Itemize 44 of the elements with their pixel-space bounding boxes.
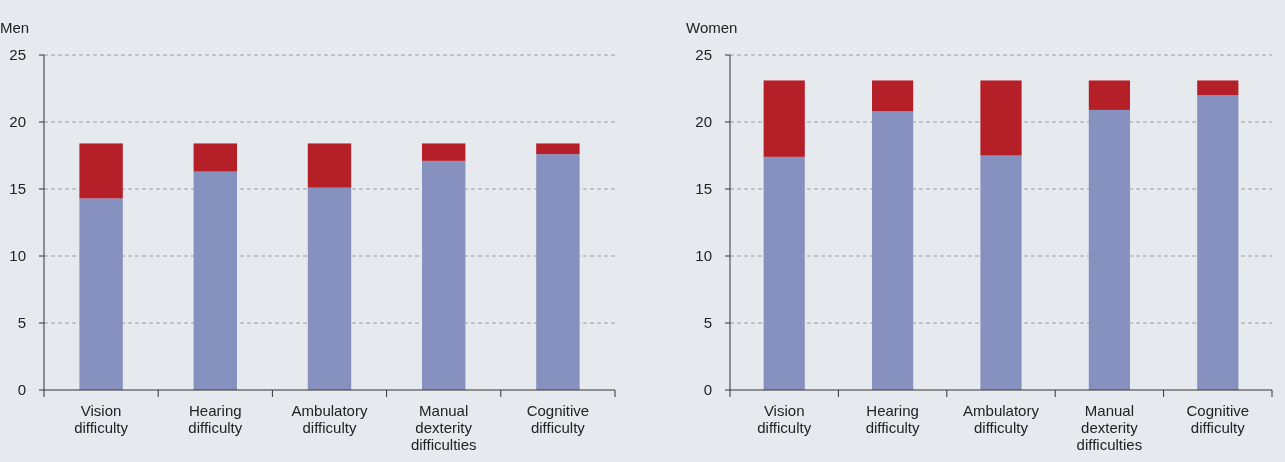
x-tick-label: Manual dexterity difficulties bbox=[1076, 402, 1143, 453]
bar bbox=[536, 154, 580, 390]
y-tick-label: 0 bbox=[17, 381, 26, 399]
bar bbox=[763, 156, 805, 390]
bar bbox=[872, 111, 914, 390]
y-tick-label: 15 bbox=[9, 180, 26, 198]
x-tick-label: Vision difficulty bbox=[74, 402, 129, 436]
chart-title: Women bbox=[686, 19, 738, 36]
y-tick-label: 15 bbox=[695, 180, 712, 198]
y-tick-label: 25 bbox=[695, 46, 712, 64]
y-tick-label: 20 bbox=[9, 113, 26, 131]
y-tick-label: 10 bbox=[695, 247, 712, 265]
y-tick-label: 25 bbox=[9, 46, 26, 64]
bar bbox=[1197, 95, 1239, 390]
chart-title: Men bbox=[0, 19, 30, 36]
y-tick-label: 20 bbox=[695, 113, 712, 131]
x-tick-label: Vision difficulty bbox=[757, 402, 812, 436]
bar bbox=[79, 198, 123, 390]
bar bbox=[872, 80, 914, 112]
bar bbox=[193, 143, 237, 172]
bar bbox=[1088, 109, 1130, 390]
bar bbox=[307, 187, 352, 390]
bar bbox=[422, 160, 466, 390]
bar bbox=[1197, 80, 1239, 96]
x-tick-label: Ambulatory difficulty bbox=[291, 402, 368, 436]
bar bbox=[1088, 80, 1130, 110]
y-tick-label: 5 bbox=[703, 314, 712, 332]
x-tick-label: Hearing difficulty bbox=[865, 402, 921, 436]
bar bbox=[763, 80, 805, 157]
x-tick-label: Hearing difficulty bbox=[188, 402, 243, 436]
bar bbox=[536, 143, 580, 155]
bar bbox=[307, 143, 352, 188]
x-tick-label: Cognitive difficulty bbox=[526, 402, 590, 436]
y-tick-label: 10 bbox=[9, 247, 26, 265]
x-tick-label: Manual dexterity difficulties bbox=[410, 402, 477, 453]
bar bbox=[980, 80, 1022, 156]
y-tick-label: 0 bbox=[703, 381, 712, 399]
bar bbox=[422, 143, 466, 161]
bar bbox=[79, 143, 123, 199]
x-tick-label: Cognitive difficulty bbox=[1186, 402, 1250, 436]
bar bbox=[193, 171, 237, 390]
bar bbox=[980, 155, 1022, 390]
y-tick-label: 5 bbox=[17, 314, 26, 332]
x-tick-label: Ambulatory difficulty bbox=[963, 402, 1040, 436]
